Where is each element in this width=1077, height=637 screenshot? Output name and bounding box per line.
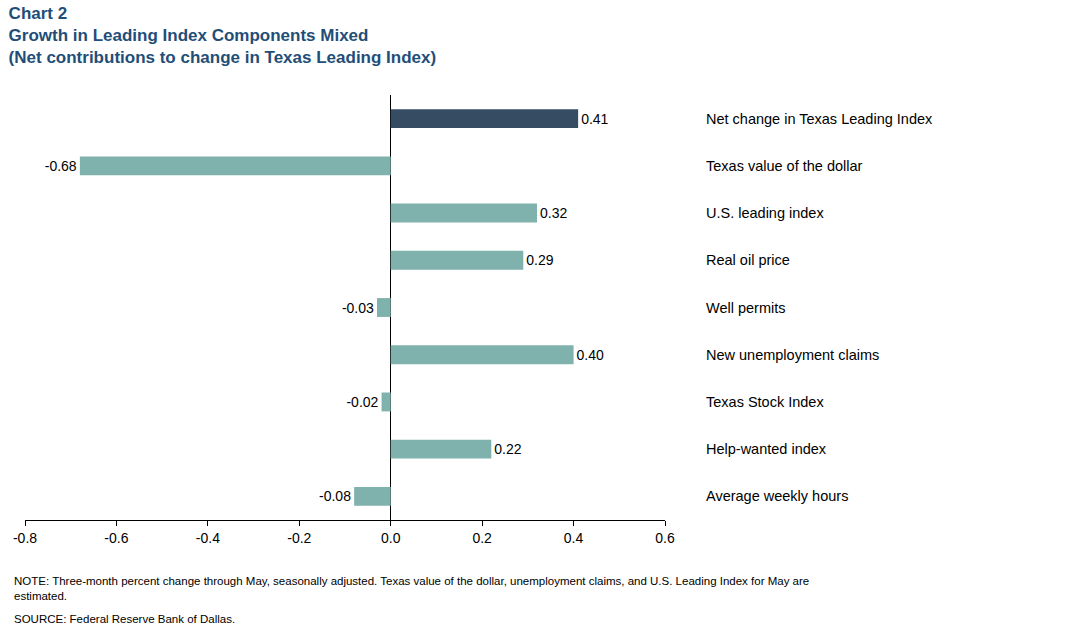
svg-text:-0.02: -0.02 bbox=[346, 394, 378, 410]
svg-text:-0.2: -0.2 bbox=[287, 530, 311, 546]
svg-text:Well permits: Well permits bbox=[706, 300, 786, 316]
svg-text:Real oil price: Real oil price bbox=[706, 252, 790, 268]
svg-text:0.41: 0.41 bbox=[581, 111, 608, 127]
svg-text:0.0: 0.0 bbox=[381, 530, 401, 546]
svg-text:Net change in Texas Leading In: Net change in Texas Leading Index bbox=[706, 111, 933, 127]
svg-text:0.2: 0.2 bbox=[472, 530, 492, 546]
svg-text:0.29: 0.29 bbox=[526, 252, 553, 268]
svg-text:0.32: 0.32 bbox=[540, 205, 567, 221]
svg-text:Texas value of the dollar: Texas value of the dollar bbox=[706, 158, 863, 174]
svg-text:-0.68: -0.68 bbox=[45, 158, 77, 174]
svg-text:-0.03: -0.03 bbox=[342, 300, 374, 316]
svg-text:NOTE: Three-month percent chan: NOTE: Three-month percent change through… bbox=[14, 575, 809, 602]
svg-text:-0.8: -0.8 bbox=[13, 530, 37, 546]
svg-text:0.6: 0.6 bbox=[655, 530, 675, 546]
svg-text:-0.6: -0.6 bbox=[104, 530, 128, 546]
svg-text:0.22: 0.22 bbox=[494, 441, 521, 457]
svg-text:Help-wanted index: Help-wanted index bbox=[706, 441, 827, 457]
svg-text:-0.4: -0.4 bbox=[196, 530, 220, 546]
svg-text:Texas Stock Index: Texas Stock Index bbox=[706, 394, 824, 410]
svg-text:New unemployment claims: New unemployment claims bbox=[706, 347, 879, 363]
svg-text:U.S. leading index: U.S. leading index bbox=[706, 205, 824, 221]
svg-text:-0.08: -0.08 bbox=[319, 488, 351, 504]
svg-text:SOURCE: Federal Reserve Bank o: SOURCE: Federal Reserve Bank of Dallas. bbox=[14, 613, 235, 625]
svg-text:0.40: 0.40 bbox=[577, 347, 604, 363]
svg-text:0.4: 0.4 bbox=[564, 530, 584, 546]
svg-text:Chart 2Growth in Leading Index: Chart 2Growth in Leading Index Component… bbox=[9, 4, 437, 67]
svg-text:Average weekly hours: Average weekly hours bbox=[706, 488, 848, 504]
